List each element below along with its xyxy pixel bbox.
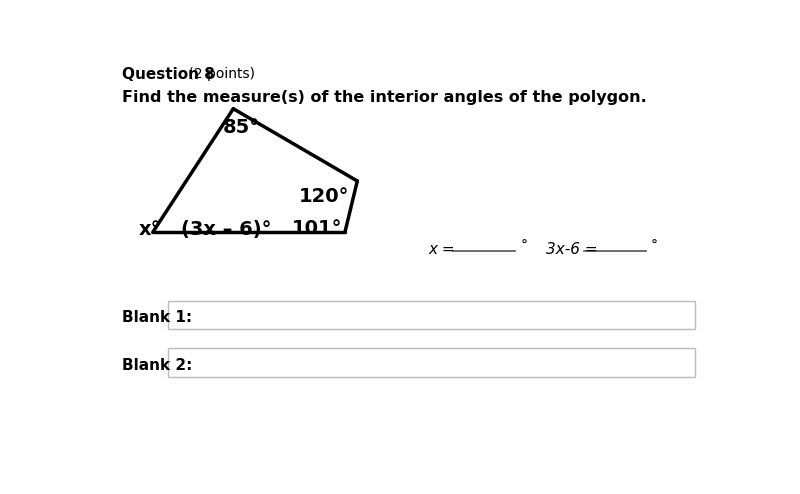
- Text: Question 8: Question 8: [122, 67, 214, 82]
- Text: (2 points): (2 points): [184, 67, 254, 81]
- Text: Blank 2:: Blank 2:: [122, 358, 192, 373]
- Text: °: °: [520, 239, 527, 252]
- Text: °: °: [650, 239, 658, 252]
- Text: 85°: 85°: [222, 118, 260, 137]
- Text: 120°: 120°: [298, 187, 349, 206]
- Text: x =: x =: [429, 242, 455, 257]
- Text: 3x-6 =: 3x-6 =: [546, 242, 598, 257]
- Text: Blank 1:: Blank 1:: [122, 310, 192, 326]
- Text: x°: x°: [138, 220, 161, 239]
- FancyBboxPatch shape: [168, 348, 695, 377]
- Text: Find the measure(s) of the interior angles of the polygon.: Find the measure(s) of the interior angl…: [122, 90, 646, 105]
- FancyBboxPatch shape: [168, 301, 695, 329]
- Text: 101°: 101°: [292, 219, 342, 238]
- Text: (3x – 6)°: (3x – 6)°: [181, 220, 271, 239]
